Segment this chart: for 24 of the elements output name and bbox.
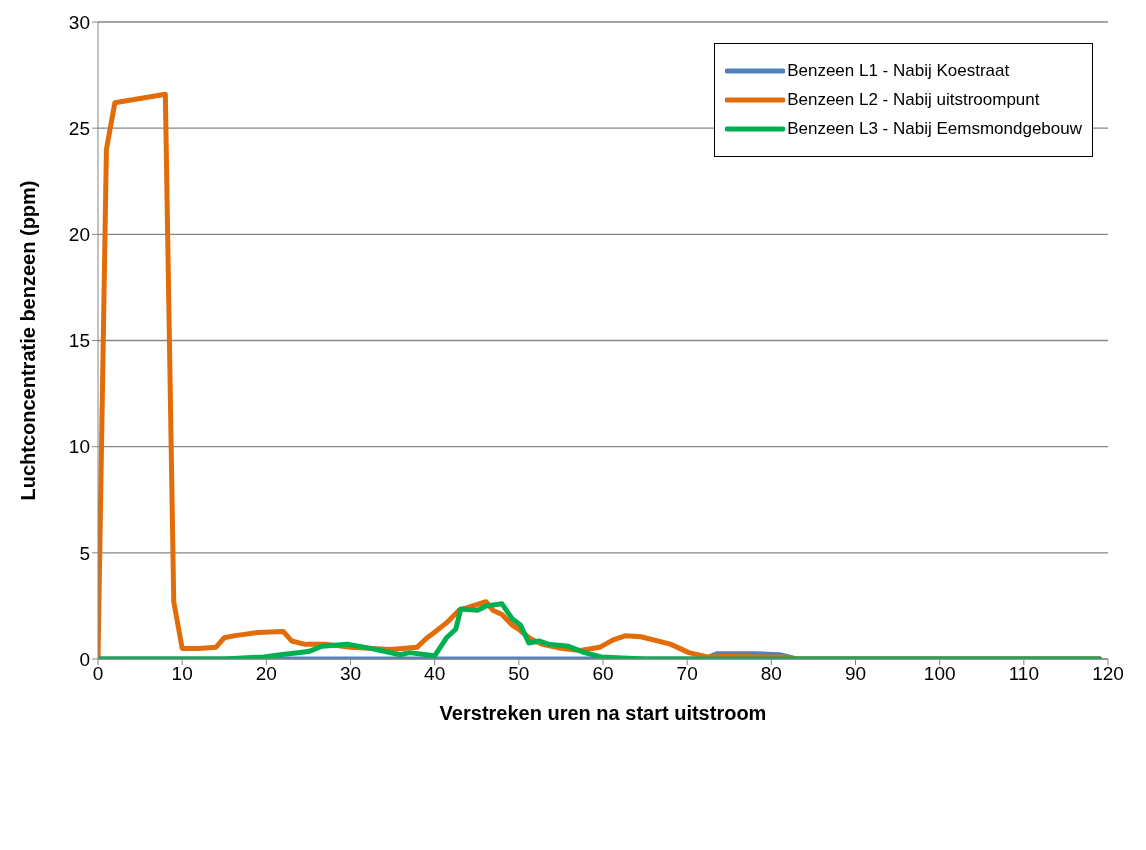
x-tick-label: 50 [508, 663, 530, 685]
y-tick-label: 0 [79, 648, 90, 670]
x-tick-label: 10 [171, 663, 193, 685]
y-tick-label: 25 [68, 117, 90, 139]
x-tick-label: 110 [1008, 663, 1039, 685]
x-tick-label: 90 [844, 663, 867, 685]
x-tick-label: 100 [923, 663, 956, 685]
x-axis-title: Verstreken uren na start uitstroom [439, 702, 767, 724]
x-tick-label: 20 [255, 663, 277, 685]
x-tick-label: 70 [676, 663, 698, 685]
legend-label: Benzeen L2 - Nabij uitstroompunt [787, 90, 1040, 110]
x-tick-label: 40 [424, 663, 446, 685]
y-tick-label: 30 [68, 11, 90, 33]
x-tick-label: 80 [760, 663, 782, 685]
x-tick-label: 120 [1092, 663, 1124, 685]
legend-label: Benzeen L1 - Nabij Koestraat [787, 61, 1010, 81]
y-tick-label: 10 [68, 436, 90, 458]
y-tick-label: 5 [79, 542, 90, 564]
y-tick-label: 15 [68, 330, 90, 352]
legend-label: Benzeen L3 - Nabij Eemsmondgebouw [787, 119, 1082, 139]
y-tick-label: 20 [68, 224, 90, 246]
x-tick-label: 60 [592, 663, 614, 685]
y-axis-title: Luchtconcentratie benzeen (ppm) [17, 180, 40, 501]
x-tick-label: 30 [339, 663, 362, 685]
